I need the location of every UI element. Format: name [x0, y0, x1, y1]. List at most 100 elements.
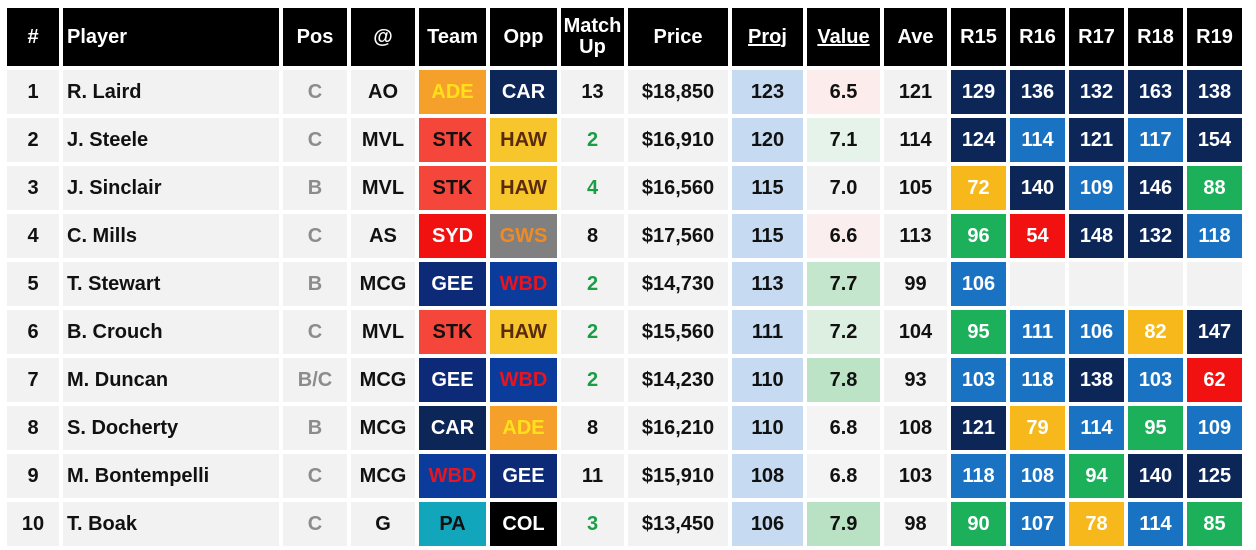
- match-up-line-1: Match: [563, 15, 622, 37]
- match-up-cell: 8: [561, 210, 624, 258]
- round-score-19: 118: [1187, 210, 1242, 258]
- proj-cell: 108: [732, 450, 803, 498]
- position-cell: B: [283, 258, 347, 306]
- price-cell: $14,730: [628, 258, 728, 306]
- col-player-header[interactable]: Player: [63, 8, 279, 66]
- venue-cell: MCG: [351, 402, 415, 450]
- team-badge: PA: [419, 498, 486, 546]
- player-name[interactable]: C. Mills: [63, 210, 279, 258]
- round-score-19: 125: [1187, 450, 1242, 498]
- player-name[interactable]: R. Laird: [63, 66, 279, 114]
- average-cell: 104: [884, 306, 947, 354]
- round-score-15: 95: [951, 306, 1006, 354]
- proj-cell: 110: [732, 402, 803, 450]
- value-cell: 6.5: [807, 66, 880, 114]
- match-up-cell: 2: [561, 354, 624, 402]
- price-cell: $18,850: [628, 66, 728, 114]
- table-row[interactable]: 2 J. Steele C MVL STK HAW 2 $16,910 120 7.1 114 124…: [7, 114, 1242, 162]
- round-score-17: 94: [1069, 450, 1124, 498]
- opponent-badge: HAW: [490, 114, 557, 162]
- col-r16-header[interactable]: R16: [1010, 8, 1065, 66]
- table-row[interactable]: 4 C. Mills C AS SYD GWS 8 $17,560 115 6.6 113 96 54 1…: [7, 210, 1242, 258]
- round-score-18: 117: [1128, 114, 1183, 162]
- col-r17-header[interactable]: R17: [1069, 8, 1124, 66]
- team-badge: SYD: [419, 210, 486, 258]
- player-name[interactable]: S. Docherty: [63, 402, 279, 450]
- col-price-header[interactable]: Price: [628, 8, 728, 66]
- round-score-19: 109: [1187, 402, 1242, 450]
- value-cell: 6.8: [807, 402, 880, 450]
- table-row[interactable]: 5 T. Stewart B MCG GEE WBD 2 $14,730 113 7.7 99 106: [7, 258, 1242, 306]
- round-score-19: 62: [1187, 354, 1242, 402]
- price-cell: $15,560: [628, 306, 728, 354]
- player-name[interactable]: J. Steele: [63, 114, 279, 162]
- round-score-15: 121: [951, 402, 1006, 450]
- player-rankings-table-wrap: # Player Pos @ Team Opp Match Up Price Pr…: [7, 8, 1246, 546]
- match-up-line-2: Up: [579, 36, 606, 58]
- col-proj-header[interactable]: Proj: [732, 8, 803, 66]
- opponent-badge: ADE: [490, 402, 557, 450]
- round-score-16: [1010, 258, 1065, 306]
- value-cell: 7.2: [807, 306, 880, 354]
- col-at-header[interactable]: @: [351, 8, 415, 66]
- round-score-19: 154: [1187, 114, 1242, 162]
- col-team-header[interactable]: Team: [419, 8, 486, 66]
- opponent-badge: CAR: [490, 66, 557, 114]
- round-score-16: 107: [1010, 498, 1065, 546]
- position-cell: B/C: [283, 354, 347, 402]
- player-rankings-table: # Player Pos @ Team Opp Match Up Price Pr…: [3, 8, 1246, 546]
- round-score-17: 138: [1069, 354, 1124, 402]
- player-name[interactable]: T. Stewart: [63, 258, 279, 306]
- round-score-17: [1069, 258, 1124, 306]
- col-r18-header[interactable]: R18: [1128, 8, 1183, 66]
- round-score-16: 118: [1010, 354, 1065, 402]
- table-row[interactable]: 6 B. Crouch C MVL STK HAW 2 $15,560 111 7.2 104 95 1…: [7, 306, 1242, 354]
- col-r19-header[interactable]: R19: [1187, 8, 1242, 66]
- average-cell: 121: [884, 66, 947, 114]
- table-row[interactable]: 8 S. Docherty B MCG CAR ADE 8 $16,210 110 6.8 108 1…: [7, 402, 1242, 450]
- opponent-badge: GEE: [490, 450, 557, 498]
- team-badge: STK: [419, 306, 486, 354]
- opponent-badge: GWS: [490, 210, 557, 258]
- player-name[interactable]: M. Duncan: [63, 354, 279, 402]
- col-r15-header[interactable]: R15: [951, 8, 1006, 66]
- rank-cell: 4: [7, 210, 59, 258]
- price-cell: $15,910: [628, 450, 728, 498]
- round-score-18: 140: [1128, 450, 1183, 498]
- team-badge: ADE: [419, 66, 486, 114]
- round-score-15: 124: [951, 114, 1006, 162]
- col-opp-header[interactable]: Opp: [490, 8, 557, 66]
- player-name[interactable]: M. Bontempelli: [63, 450, 279, 498]
- table-row[interactable]: 9 M. Bontempelli C MCG WBD GEE 11 $15,910 108 6.8…: [7, 450, 1242, 498]
- round-score-18: 114: [1128, 498, 1183, 546]
- venue-cell: MVL: [351, 162, 415, 210]
- table-row[interactable]: 7 M. Duncan B/C MCG GEE WBD 2 $14,230 110 7.8 93 10…: [7, 354, 1242, 402]
- round-score-16: 54: [1010, 210, 1065, 258]
- price-cell: $14,230: [628, 354, 728, 402]
- table-row[interactable]: 10 T. Boak C G PA COL 3 $13,450 106 7.9 98 90 107 78 1…: [7, 498, 1242, 546]
- match-up-cell: 2: [561, 114, 624, 162]
- col-value-header[interactable]: Value: [807, 8, 880, 66]
- round-score-19: 147: [1187, 306, 1242, 354]
- average-cell: 114: [884, 114, 947, 162]
- player-name[interactable]: J. Sinclair: [63, 162, 279, 210]
- round-score-17: 148: [1069, 210, 1124, 258]
- round-score-18: 163: [1128, 66, 1183, 114]
- table-row[interactable]: 1 R. Laird C AO ADE CAR 13 $18,850 123 6.5 121 129 1…: [7, 66, 1242, 114]
- value-cell: 6.6: [807, 210, 880, 258]
- col-ave-header[interactable]: Ave: [884, 8, 947, 66]
- price-cell: $16,560: [628, 162, 728, 210]
- col-match-up-header[interactable]: Match Up: [561, 8, 624, 66]
- col-pos-header[interactable]: Pos: [283, 8, 347, 66]
- player-name[interactable]: T. Boak: [63, 498, 279, 546]
- rank-cell: 2: [7, 114, 59, 162]
- proj-sort-link[interactable]: Proj: [748, 25, 787, 48]
- value-cell: 7.7: [807, 258, 880, 306]
- value-sort-link[interactable]: Value: [817, 25, 870, 48]
- team-badge: GEE: [419, 354, 486, 402]
- table-row[interactable]: 3 J. Sinclair B MVL STK HAW 4 $16,560 115 7.0 105 7…: [7, 162, 1242, 210]
- col-rank-header[interactable]: #: [7, 8, 59, 66]
- round-score-15: 106: [951, 258, 1006, 306]
- player-name[interactable]: B. Crouch: [63, 306, 279, 354]
- round-score-17: 132: [1069, 66, 1124, 114]
